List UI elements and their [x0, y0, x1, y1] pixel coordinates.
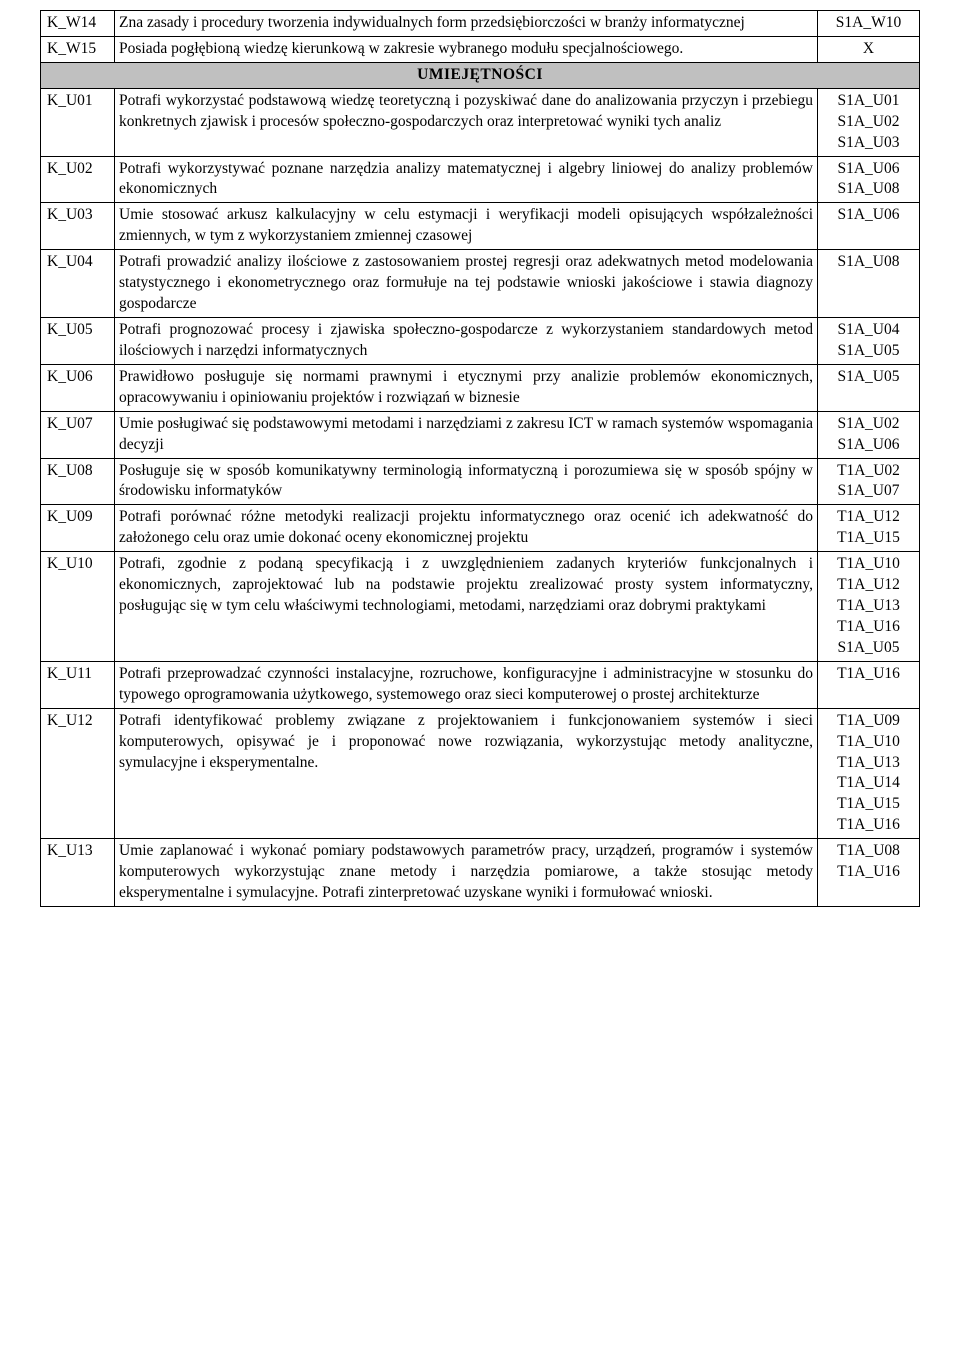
outcome-refs: S1A_U02S1A_U06	[818, 411, 920, 458]
outcome-description: Potrafi wykorzystywać poznane narzędzia …	[115, 156, 818, 203]
outcome-refs: S1A_U04S1A_U05	[818, 317, 920, 364]
ref-code: T1A_U13	[820, 596, 917, 617]
ref-code: T1A_U10	[820, 732, 917, 753]
outcome-description: Posiada pogłębioną wiedzę kierunkową w z…	[115, 36, 818, 62]
table-row: K_U03Umie stosować arkusz kalkulacyjny w…	[41, 203, 920, 250]
outcome-description: Umie stosować arkusz kalkulacyjny w celu…	[115, 203, 818, 250]
ref-code: T1A_U02	[820, 461, 917, 482]
outcome-refs: T1A_U09T1A_U10T1A_U13T1A_U14T1A_U15T1A_U…	[818, 708, 920, 839]
ref-code: S1A_U06	[820, 159, 917, 180]
ref-code: S1A_U08	[820, 252, 917, 273]
outcome-refs: S1A_U08	[818, 250, 920, 318]
table-row: K_U10Potrafi, zgodnie z podaną specyfika…	[41, 552, 920, 662]
outcome-code: K_U10	[41, 552, 115, 662]
outcome-code: K_U06	[41, 364, 115, 411]
table-row: K_U12Potrafi identyfikować problemy zwią…	[41, 708, 920, 839]
table-row: K_U01Potrafi wykorzystać podstawową wied…	[41, 88, 920, 156]
ref-code: T1A_U12	[820, 575, 917, 596]
outcome-description: Prawidłowo posługuje się normami prawnym…	[115, 364, 818, 411]
table-row: K_U09Potrafi porównać różne metodyki rea…	[41, 505, 920, 552]
ref-code: S1A_U05	[820, 367, 917, 388]
outcome-refs: T1A_U12T1A_U15	[818, 505, 920, 552]
outcome-code: K_W14	[41, 11, 115, 37]
ref-code: S1A_W10	[820, 13, 917, 34]
outcome-code: K_U12	[41, 708, 115, 839]
ref-code: T1A_U12	[820, 507, 917, 528]
outcome-description: Umie zaplanować i wykonać pomiary podsta…	[115, 839, 818, 907]
outcome-refs: S1A_U05	[818, 364, 920, 411]
outcome-refs: T1A_U08T1A_U16	[818, 839, 920, 907]
table-row: K_U07Umie posługiwać się podstawowymi me…	[41, 411, 920, 458]
outcome-refs: X	[818, 36, 920, 62]
ref-code: T1A_U09	[820, 711, 917, 732]
outcome-description: Potrafi porównać różne metodyki realizac…	[115, 505, 818, 552]
outcome-refs: S1A_W10	[818, 11, 920, 37]
ref-code: T1A_U16	[820, 862, 917, 883]
ref-code: S1A_U06	[820, 435, 917, 456]
ref-code: T1A_U13	[820, 753, 917, 774]
ref-code: S1A_U02	[820, 112, 917, 133]
outcome-description: Posługuje się w sposób komunikatywny ter…	[115, 458, 818, 505]
table-row: UMIEJĘTNOŚCI	[41, 62, 920, 88]
ref-code: T1A_U16	[820, 664, 917, 685]
outcome-code: K_U08	[41, 458, 115, 505]
ref-code: X	[820, 39, 917, 60]
outcome-code: K_U13	[41, 839, 115, 907]
outcome-refs: S1A_U06	[818, 203, 920, 250]
ref-code: T1A_U16	[820, 815, 917, 836]
outcome-code: K_U07	[41, 411, 115, 458]
table-row: K_U04Potrafi prowadzić analizy ilościowe…	[41, 250, 920, 318]
ref-code: S1A_U08	[820, 179, 917, 200]
ref-code: S1A_U06	[820, 205, 917, 226]
ref-code: S1A_U07	[820, 481, 917, 502]
table-row: K_U05Potrafi prognozować procesy i zjawi…	[41, 317, 920, 364]
outcome-code: K_U03	[41, 203, 115, 250]
table-row: K_U02Potrafi wykorzystywać poznane narzę…	[41, 156, 920, 203]
table-row: K_U06Prawidłowo posługuje się normami pr…	[41, 364, 920, 411]
table-row: K_U13Umie zaplanować i wykonać pomiary p…	[41, 839, 920, 907]
outcome-description: Umie posługiwać się podstawowymi metodam…	[115, 411, 818, 458]
outcome-refs: S1A_U01S1A_U02S1A_U03	[818, 88, 920, 156]
outcome-description: Potrafi prognozować procesy i zjawiska s…	[115, 317, 818, 364]
table-row: K_W14Zna zasady i procedury tworzenia in…	[41, 11, 920, 37]
table-row: K_U11Potrafi przeprowadzać czynności ins…	[41, 661, 920, 708]
ref-code: T1A_U15	[820, 528, 917, 549]
section-header: UMIEJĘTNOŚCI	[41, 62, 920, 88]
ref-code: S1A_U05	[820, 638, 917, 659]
outcome-description: Potrafi wykorzystać podstawową wiedzę te…	[115, 88, 818, 156]
outcome-refs: T1A_U10T1A_U12T1A_U13T1A_U16S1A_U05	[818, 552, 920, 662]
ref-code: S1A_U05	[820, 341, 917, 362]
ref-code: T1A_U15	[820, 794, 917, 815]
ref-code: T1A_U10	[820, 554, 917, 575]
outcome-description: Potrafi identyfikować problemy związane …	[115, 708, 818, 839]
outcome-code: K_U04	[41, 250, 115, 318]
table-row: K_W15Posiada pogłębioną wiedzę kierunkow…	[41, 36, 920, 62]
outcome-description: Potrafi prowadzić analizy ilościowe z za…	[115, 250, 818, 318]
ref-code: S1A_U03	[820, 133, 917, 154]
ref-code: S1A_U02	[820, 414, 917, 435]
ref-code: T1A_U08	[820, 841, 917, 862]
ref-code: S1A_U04	[820, 320, 917, 341]
outcome-code: K_U11	[41, 661, 115, 708]
outcome-code: K_U09	[41, 505, 115, 552]
outcome-refs: T1A_U02S1A_U07	[818, 458, 920, 505]
outcome-code: K_U01	[41, 88, 115, 156]
outcome-description: Potrafi, zgodnie z podaną specyfikacją i…	[115, 552, 818, 662]
outcome-refs: T1A_U16	[818, 661, 920, 708]
outcomes-table: K_W14Zna zasady i procedury tworzenia in…	[40, 10, 920, 907]
outcome-code: K_W15	[41, 36, 115, 62]
ref-code: T1A_U14	[820, 773, 917, 794]
outcome-description: Zna zasady i procedury tworzenia indywid…	[115, 11, 818, 37]
ref-code: S1A_U01	[820, 91, 917, 112]
ref-code: T1A_U16	[820, 617, 917, 638]
table-row: K_U08Posługuje się w sposób komunikatywn…	[41, 458, 920, 505]
outcome-code: K_U02	[41, 156, 115, 203]
outcome-refs: S1A_U06S1A_U08	[818, 156, 920, 203]
outcome-code: K_U05	[41, 317, 115, 364]
outcome-description: Potrafi przeprowadzać czynności instalac…	[115, 661, 818, 708]
